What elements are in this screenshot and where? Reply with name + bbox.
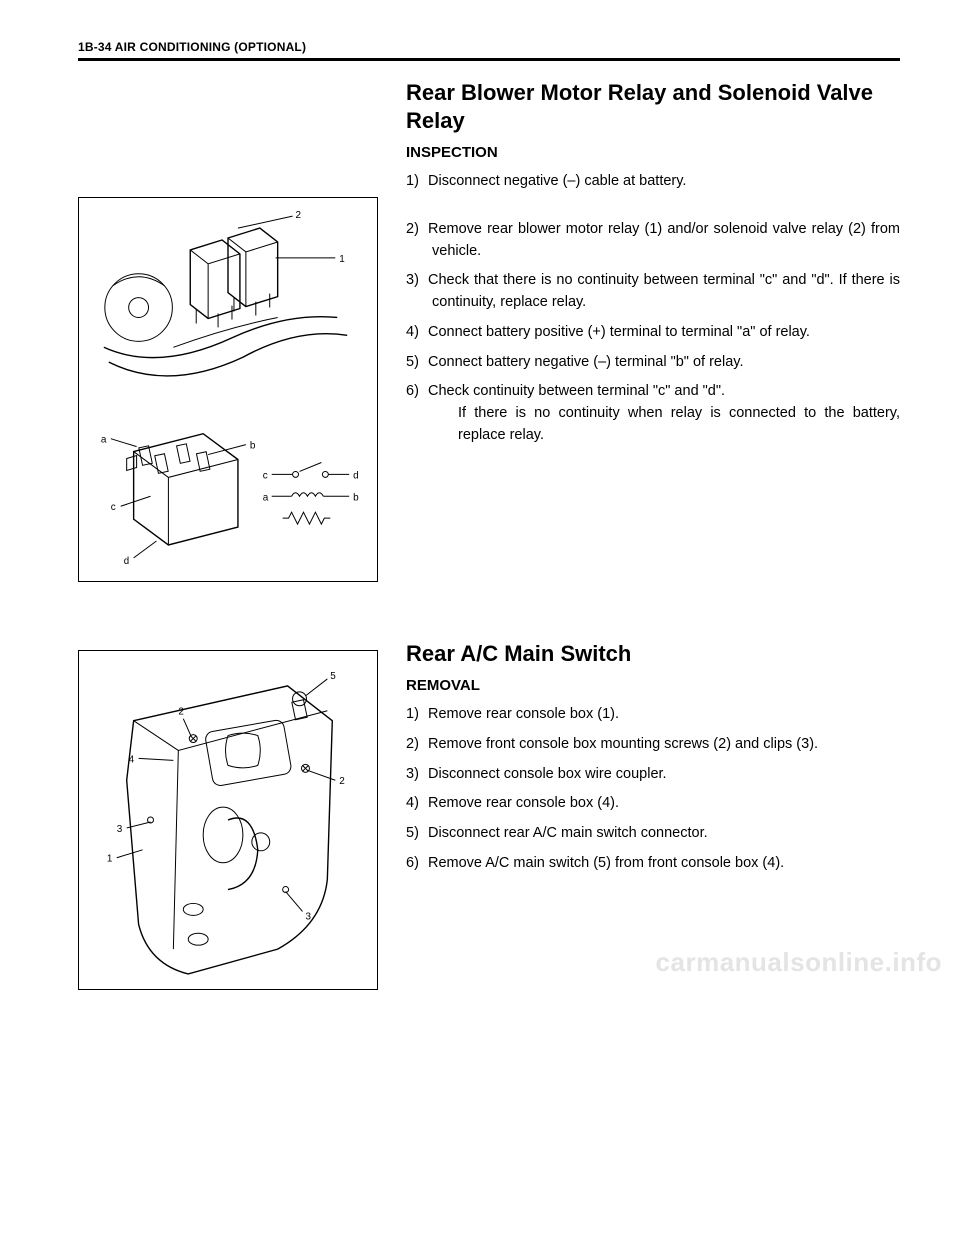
list-item: 4)Remove rear console box (4). (406, 793, 900, 815)
list-item: 3)Disconnect console box wire coupler. (406, 764, 900, 786)
callout2-1: 1 (107, 854, 113, 865)
list-item: 1)Disconnect negative (–) cable at batte… (406, 171, 900, 193)
callout2-2a: 2 (178, 707, 184, 718)
relay-label-a: a (101, 435, 107, 446)
callout2-2b: 2 (339, 776, 345, 787)
svg-text:a: a (263, 492, 269, 503)
callout2-3a: 3 (117, 824, 123, 835)
callout2-3b: 3 (305, 911, 311, 922)
text-column: Rear Blower Motor Relay and Solenoid Val… (406, 79, 900, 990)
list-item: 4)Connect battery positive (+) terminal … (406, 322, 900, 344)
callout2-5: 5 (330, 671, 336, 682)
figure-relay-svg: 1 2 (79, 198, 377, 581)
list-item: 5)Connect battery negative (–) terminal … (406, 352, 900, 374)
figure-console-svg: 5 2 2 4 3 1 3 (79, 651, 377, 989)
list-item: 2)Remove rear blower motor relay (1) and… (406, 219, 900, 263)
relay-schematic: c d a b (263, 463, 359, 525)
page-header-text: 1B-34 AIR CONDITIONING (OPTIONAL) (78, 40, 900, 54)
section1-title: Rear Blower Motor Relay and Solenoid Val… (406, 79, 900, 134)
list-item: 3)Check that there is no continuity betw… (406, 270, 900, 314)
relay-label-c: c (111, 502, 116, 513)
section2-title: Rear A/C Main Switch (406, 640, 900, 668)
section2-sub: REMOVAL (406, 677, 900, 694)
figure-console: 5 2 2 4 3 1 3 (78, 650, 378, 990)
relay-label-b: b (250, 441, 256, 452)
watermark: carmanualsonline.info (656, 947, 942, 978)
section1-steps-cont: 2)Remove rear blower motor relay (1) and… (406, 219, 900, 447)
list-item: 6)Check continuity between terminal "c" … (406, 381, 900, 446)
relay-label-d: d (124, 556, 130, 567)
header-rule (78, 58, 900, 61)
list-item: 5)Disconnect rear A/C main switch connec… (406, 823, 900, 845)
list-item: 2)Remove front console box mounting scre… (406, 734, 900, 756)
svg-text:d: d (353, 470, 359, 481)
callout-1: 1 (339, 254, 345, 265)
section1-sub: INSPECTION (406, 144, 900, 161)
list-item: 1)Remove rear console box (1). (406, 704, 900, 726)
relay-iso (127, 434, 238, 545)
figures-column: 1 2 (78, 79, 378, 990)
callout-2: 2 (296, 210, 302, 221)
section1-steps: 1)Disconnect negative (–) cable at batte… (406, 171, 900, 193)
section2-steps: 1)Remove rear console box (1). 2)Remove … (406, 704, 900, 875)
list-item: 6)Remove A/C main switch (5) from front … (406, 853, 900, 875)
callout2-4: 4 (129, 754, 135, 765)
relay-1-shape (228, 228, 278, 315)
figure-relay: 1 2 (78, 197, 378, 582)
svg-text:b: b (353, 492, 359, 503)
page-header: 1B-34 AIR CONDITIONING (OPTIONAL) (78, 40, 900, 61)
relay-2-shape (190, 240, 240, 327)
svg-text:c: c (263, 470, 268, 481)
